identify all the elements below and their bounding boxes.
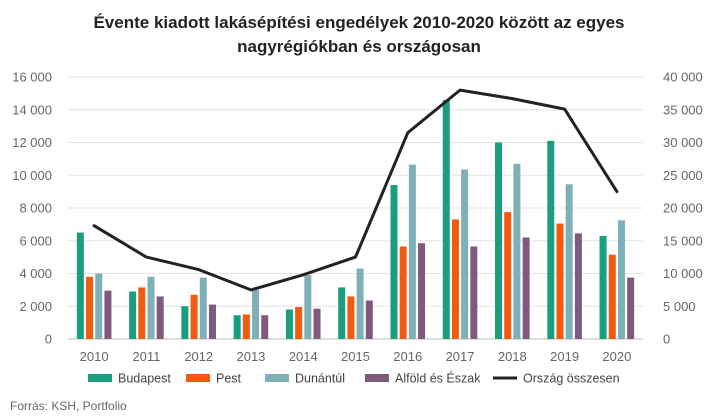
- bar: [252, 289, 260, 339]
- bar: [442, 99, 450, 339]
- x-tick-label: 2018: [498, 349, 527, 364]
- source-note: Forrás: KSH, Portfolio: [10, 399, 127, 413]
- bar: [285, 309, 293, 339]
- x-tick-label: 2014: [289, 349, 318, 364]
- bar: [356, 268, 364, 339]
- bar: [408, 164, 416, 339]
- bar: [365, 300, 373, 339]
- legend-label: Dunántúl: [295, 372, 345, 386]
- bar: [190, 294, 198, 339]
- bar: [295, 307, 303, 339]
- x-tick-label: 2020: [602, 349, 631, 364]
- legend-swatch: [265, 374, 289, 382]
- left-tick-label: 16 000: [12, 70, 52, 85]
- x-tick-label: 2016: [393, 349, 422, 364]
- right-tick-label: 30 000: [663, 135, 703, 150]
- right-axis-ticks: 0 5 000 10 000 15 000 20 000 25 000 30 000 35 0…: [663, 70, 703, 347]
- bar: [599, 235, 607, 339]
- bar: [617, 220, 625, 339]
- bar: [608, 254, 616, 339]
- bar: [399, 246, 407, 339]
- x-tick-label: 2011: [132, 349, 160, 364]
- chart-title-line-2: nagyrégiókban és országosan: [237, 37, 481, 56]
- x-tick-label: 2017: [446, 349, 475, 364]
- legend: Budapest Pest Dunántúl Alföld és Észak Orszá…: [88, 371, 620, 386]
- bar: [470, 246, 478, 339]
- legend-swatch: [88, 374, 112, 382]
- x-tick-label: 2013: [236, 349, 265, 364]
- left-axis-ticks: 0 2 000 4 000 6 000 8 000 10 000 12 000 14 000 1…: [12, 70, 52, 347]
- x-tick-label: 2015: [341, 349, 370, 364]
- left-tick-label: 0: [45, 332, 52, 347]
- bars: [76, 99, 635, 339]
- bar: [461, 169, 469, 339]
- bar: [129, 291, 137, 339]
- right-tick-label: 40 000: [663, 70, 703, 85]
- bar: [313, 308, 321, 339]
- legend-label: Ország összesen: [523, 372, 620, 386]
- bar: [451, 219, 459, 339]
- right-tick-label: 20 000: [663, 201, 703, 216]
- left-tick-label: 6 000: [19, 233, 52, 248]
- bar: [556, 223, 564, 339]
- bar: [513, 163, 521, 339]
- left-tick-label: 14 000: [12, 102, 52, 117]
- bar: [199, 277, 207, 339]
- left-tick-label: 4 000: [19, 266, 52, 281]
- bar: [86, 276, 94, 339]
- legend-label: Budapest: [118, 372, 171, 386]
- x-axis-ticks: 2010 2011 2012 2013 2014 2015 2016 2017 2018 2019…: [80, 349, 632, 364]
- right-tick-label: 15 000: [663, 233, 703, 248]
- gridlines: [68, 76, 643, 340]
- bar: [504, 212, 512, 339]
- bar: [95, 273, 103, 339]
- x-tick-label: 2012: [184, 349, 213, 364]
- bar: [418, 243, 426, 339]
- left-tick-label: 8 000: [19, 201, 52, 216]
- bar: [338, 287, 346, 339]
- series-line: [92, 88, 619, 292]
- bar: [208, 304, 216, 339]
- bar: [233, 315, 241, 339]
- bar: [565, 184, 573, 339]
- total-line: [92, 88, 619, 292]
- left-tick-label: 2 000: [19, 299, 52, 314]
- bar: [574, 233, 582, 339]
- legend-swatch: [186, 374, 210, 382]
- right-tick-label: 35 000: [663, 102, 703, 117]
- legend-label: Pest: [216, 372, 242, 386]
- bar: [304, 275, 312, 339]
- bar: [76, 232, 84, 339]
- bar: [547, 140, 555, 339]
- right-tick-label: 25 000: [663, 168, 703, 183]
- x-tick-label: 2010: [80, 349, 109, 364]
- bar: [495, 142, 503, 339]
- left-tick-label: 12 000: [12, 135, 52, 150]
- right-tick-label: 10 000: [663, 266, 703, 281]
- right-tick-label: 0: [663, 332, 670, 347]
- bar: [181, 306, 189, 339]
- left-tick-label: 10 000: [12, 168, 52, 183]
- bar: [138, 287, 146, 339]
- bar: [147, 276, 155, 339]
- bar: [156, 296, 164, 339]
- right-tick-label: 5 000: [663, 299, 696, 314]
- bar: [104, 290, 112, 339]
- legend-label: Alföld és Észak: [395, 371, 481, 386]
- bar: [347, 296, 355, 339]
- bar: [627, 277, 635, 339]
- chart-title-line-1: Évente kiadott lakásépítési engedélyek 2…: [93, 13, 624, 32]
- bar: [522, 237, 530, 339]
- bar: [242, 314, 250, 339]
- x-tick-label: 2019: [550, 349, 579, 364]
- legend-swatch: [365, 374, 389, 382]
- bar: [390, 185, 398, 339]
- bar: [261, 315, 269, 339]
